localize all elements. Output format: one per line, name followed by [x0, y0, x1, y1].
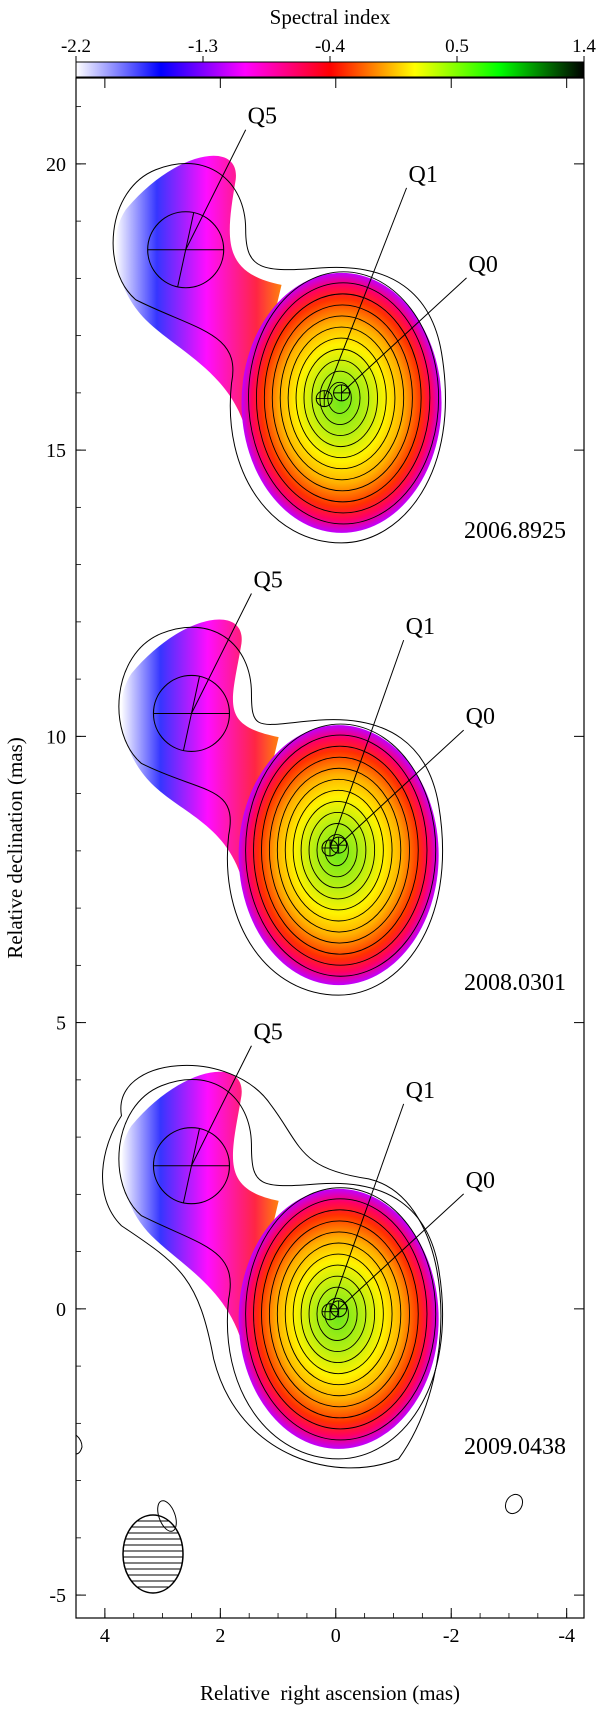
component-leader-line [338, 729, 464, 846]
contour [316, 1286, 358, 1341]
colorbar-tick-label: -1.3 [188, 36, 218, 57]
contour [245, 1187, 437, 1441]
contour [284, 1242, 393, 1386]
x-tick-label: 4 [100, 1625, 110, 1647]
epoch-label: 2008.0301 [464, 970, 566, 996]
component-label: Q1 [406, 614, 435, 640]
contour [279, 315, 405, 481]
y-tick-label: 10 [46, 726, 66, 748]
plot-frame [75, 77, 585, 1619]
contour [253, 1198, 428, 1430]
plot-area: Q5 Q1 Q0 2006.8925 Q5 Q1 Q0 2008.0301 Q5 Q1 Q0 2009… [76, 78, 584, 1618]
contour-outer [112, 163, 446, 544]
contour [311, 359, 370, 437]
colorbar-label: Spectral index [270, 5, 391, 29]
contour [253, 734, 428, 966]
contour [284, 778, 393, 922]
contour [300, 800, 376, 900]
component-label: Q1 [409, 162, 438, 188]
component-leader-line [338, 1193, 464, 1310]
epoch-panel: Q5 Q1 Q0 2009.0438 [102, 1020, 566, 1469]
contour [245, 723, 437, 977]
contour [255, 282, 431, 514]
x-tick-label: -2 [443, 1625, 460, 1647]
contour [308, 1275, 367, 1353]
component-leader-line [191, 593, 252, 714]
component-leader-line [323, 187, 408, 399]
contour [324, 1297, 349, 1330]
component-label: Q0 [469, 252, 498, 278]
core-spectral-region [238, 725, 439, 986]
contour [319, 370, 361, 425]
contour [287, 326, 396, 470]
component-leader-line [329, 1103, 405, 1312]
colorbar-ticks: -2.2 -1.3 -0.4 0.5 1.4 [61, 36, 596, 62]
component-leader-line [341, 277, 467, 394]
epoch-panel: Q5 Q1 Q0 2006.8925 [112, 104, 566, 544]
component-label: Q1 [406, 1078, 435, 1104]
colorbar-tick-label: -0.4 [315, 36, 346, 57]
component-label: Q0 [466, 1168, 495, 1194]
contour [261, 1209, 419, 1419]
contour [316, 823, 358, 878]
beam-ellipse [76, 1434, 524, 1594]
component-leader-line [191, 1045, 252, 1166]
y-tick-label: 5 [56, 1013, 66, 1035]
contour [295, 337, 387, 459]
colorbar-bar [75, 61, 585, 78]
epoch-panel: Q5 Q1 Q0 2008.0301 [118, 567, 566, 996]
contour [308, 811, 367, 889]
component-label: Q5 [253, 1020, 282, 1046]
core-spectral-region [238, 1188, 439, 1449]
contour [268, 756, 410, 944]
component-label: Q5 [253, 567, 282, 593]
contour-outer [118, 626, 444, 996]
contour-outer [118, 1079, 444, 1460]
contour [263, 293, 422, 503]
y-tick-label: 20 [46, 154, 66, 176]
jet-spectral-region [121, 619, 279, 886]
contour [276, 1231, 402, 1397]
contour [303, 348, 378, 448]
contour [292, 789, 384, 911]
epoch-label: 2009.0438 [464, 1434, 566, 1460]
contour [268, 1220, 410, 1408]
contour [261, 745, 419, 955]
colorbar-tick-label: 0.5 [445, 36, 469, 57]
colorbar: Spectral index -2.2 -1.3 -0.4 0.5 1.4 [61, 5, 596, 78]
y-tick-label: 15 [46, 440, 66, 462]
contour [276, 767, 402, 933]
contour-outer [102, 1065, 442, 1469]
contour [292, 1253, 384, 1375]
colorbar-tick-label: 1.4 [572, 36, 596, 57]
epoch-label: 2006.8925 [464, 518, 566, 544]
contour [271, 304, 413, 492]
y-tick-label: 0 [56, 1299, 66, 1321]
colorbar-tick-label: -2.2 [61, 36, 91, 57]
core-spectral-region [241, 272, 442, 533]
x-tick-label: -4 [558, 1625, 575, 1647]
x-tick-label: 2 [215, 1625, 225, 1647]
contour [327, 381, 352, 414]
component-label: Q5 [248, 104, 277, 130]
component-cross [177, 212, 195, 287]
component-leader-line [329, 639, 405, 849]
y-tick-label: -5 [49, 1585, 66, 1607]
contour [248, 271, 440, 525]
y-axis-label: Relative declination (mas) [3, 737, 27, 959]
contour [324, 834, 349, 867]
jet-spectral-region [121, 1071, 279, 1349]
component-leader-line [185, 129, 247, 250]
contour [300, 1264, 376, 1364]
x-tick-label: 0 [331, 1625, 341, 1647]
component-label: Q0 [466, 704, 495, 730]
x-axis-label: Relative right ascension (mas) [200, 1681, 460, 1705]
